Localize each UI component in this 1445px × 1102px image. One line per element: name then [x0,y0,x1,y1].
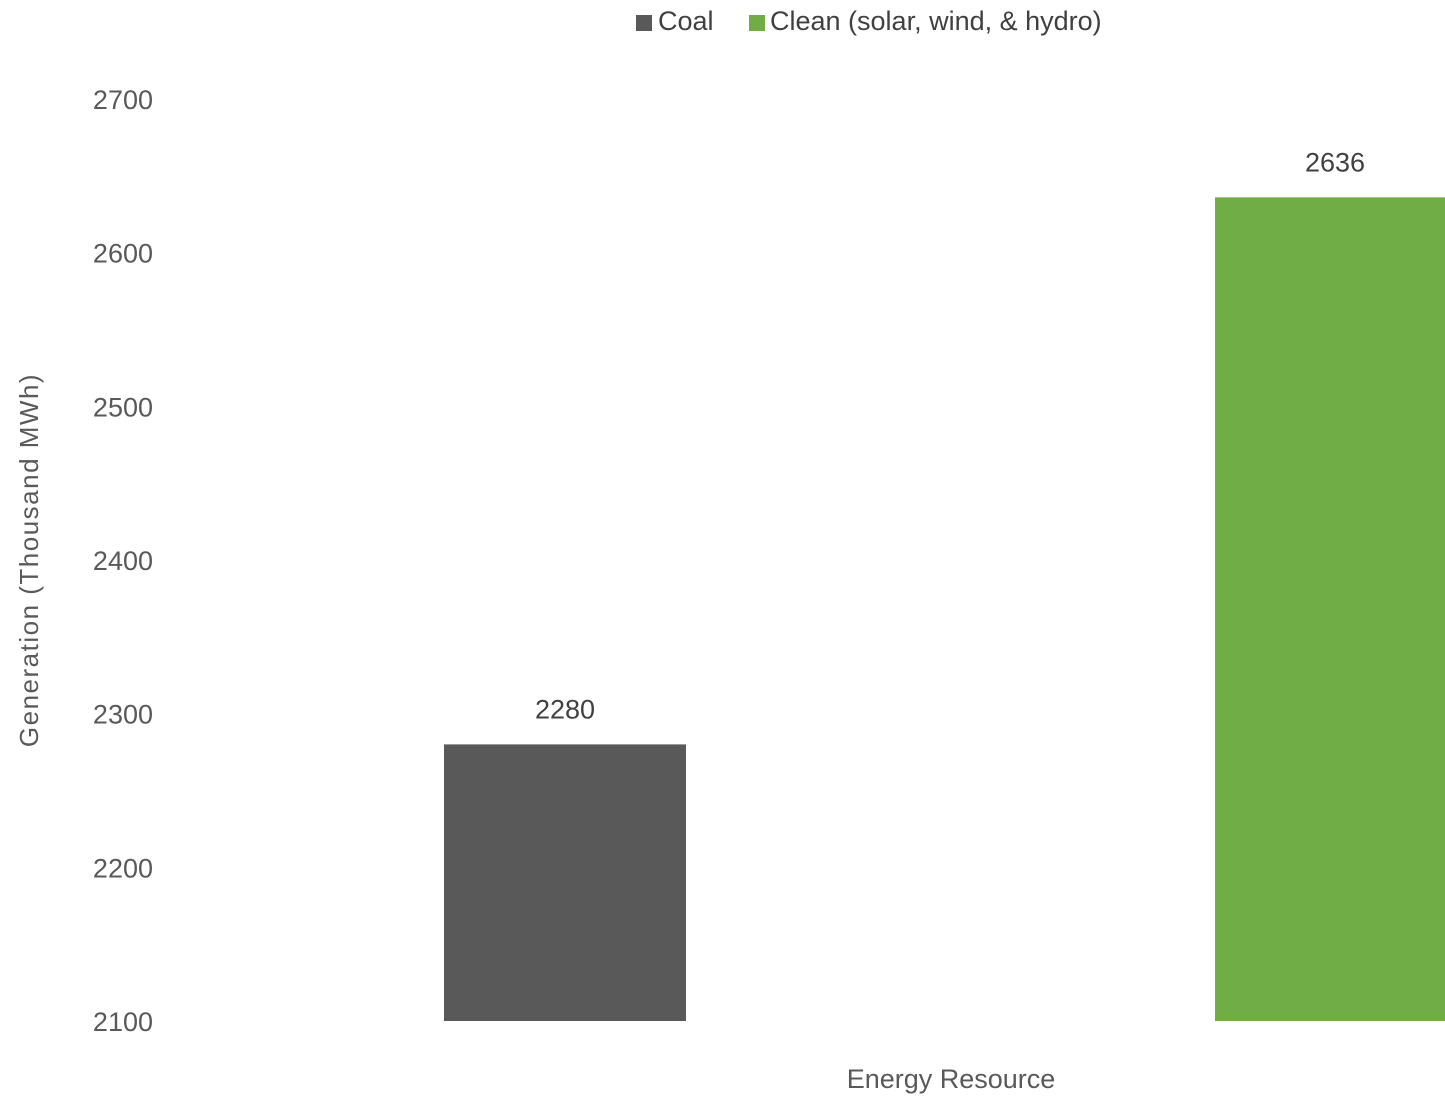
data-labels: 2280 2636 [535,147,1365,724]
data-label-clean: 2636 [1305,147,1365,177]
y-tick-label: 2300 [93,700,153,730]
y-axis-label: Generation (Thousand MWh) [14,373,44,747]
y-tick-label: 2100 [93,1007,153,1037]
y-tick-label: 2600 [93,239,153,269]
y-axis-ticks: 2100 2200 2300 2400 2500 2600 2700 [93,85,153,1037]
legend-swatch-coal [636,15,652,31]
y-tick-label: 2700 [93,85,153,115]
y-tick-label: 2400 [93,546,153,576]
legend-swatch-clean [749,15,765,31]
y-tick-label: 2500 [93,392,153,422]
bars [444,197,1445,1021]
legend-label-coal: Coal [658,6,714,36]
y-tick-label: 2200 [93,853,153,883]
bar-coal [444,744,686,1021]
data-label-coal: 2280 [535,694,595,724]
x-axis-label: Energy Resource [847,1064,1056,1094]
bar-clean [1215,197,1445,1021]
legend-label-clean: Clean (solar, wind, & hydro) [770,6,1102,36]
